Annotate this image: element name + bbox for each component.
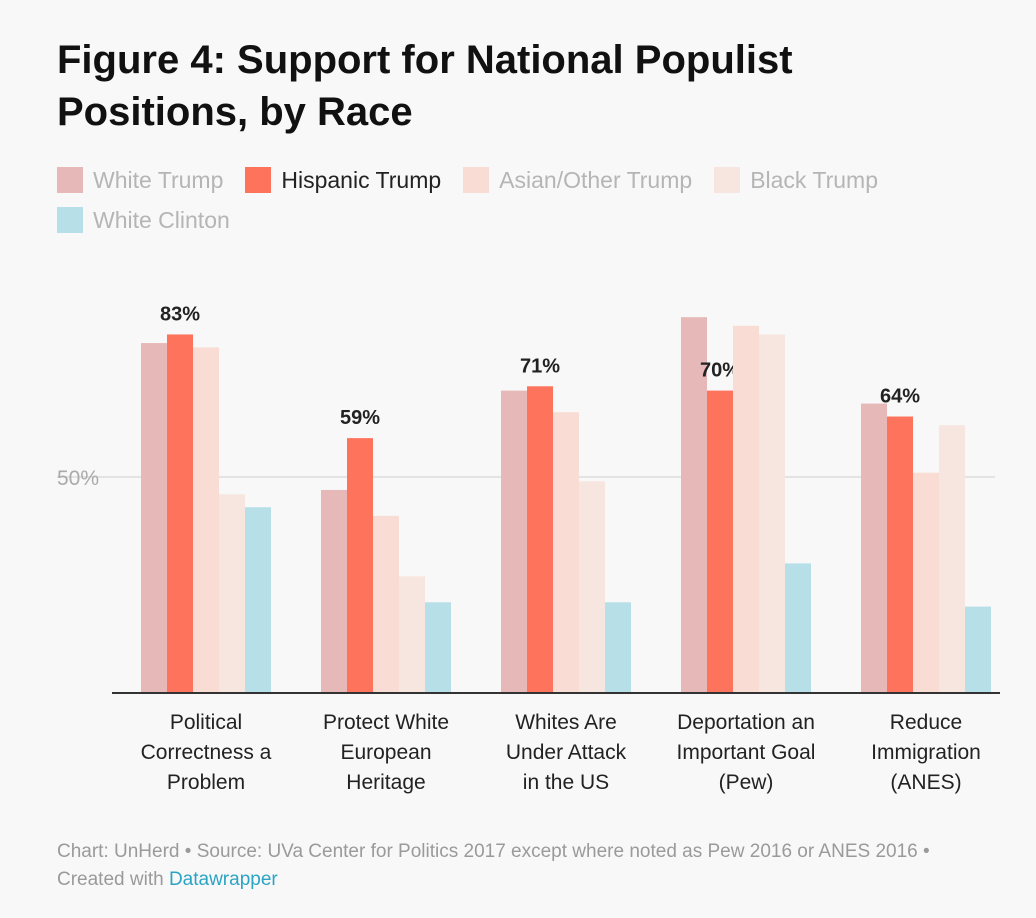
legend-label: Black Trump bbox=[750, 166, 879, 193]
bar-asian-other-trump bbox=[553, 412, 579, 693]
bar-black-trump bbox=[939, 425, 965, 693]
x-tick-label: Correctness a bbox=[141, 741, 272, 764]
legend-label: Hispanic Trump bbox=[281, 166, 442, 193]
bar-white-clinton bbox=[785, 563, 811, 693]
bar-hispanic-trump bbox=[167, 334, 193, 693]
datawrapper-link[interactable]: Datawrapper bbox=[168, 869, 278, 890]
data-label: 71% bbox=[520, 355, 560, 377]
legend-item: Asian/Other Trump bbox=[463, 160, 692, 200]
x-tick-label: Important Goal bbox=[677, 741, 816, 764]
legend-item: Hispanic Trump bbox=[245, 160, 441, 200]
bar-asian-other-trump bbox=[193, 347, 219, 693]
x-tick-label: Whites Are bbox=[515, 711, 617, 734]
data-label: 70% bbox=[700, 360, 740, 382]
legend-label: White Trump bbox=[93, 166, 224, 193]
data-label: 59% bbox=[340, 407, 380, 429]
legend-item: White Clinton bbox=[57, 200, 230, 240]
bar-black-trump bbox=[759, 334, 785, 693]
legend-swatch bbox=[463, 167, 490, 193]
x-tick-label: Immigration bbox=[871, 741, 981, 764]
x-tick-label: Heritage bbox=[346, 771, 425, 794]
footer-source: Chart: UnHerd • Source: UVa Center for P… bbox=[57, 841, 930, 890]
legend-swatch bbox=[714, 167, 741, 193]
bar-white-trump bbox=[681, 317, 707, 693]
bar-white-clinton bbox=[425, 602, 451, 693]
bar-hispanic-trump bbox=[887, 416, 913, 693]
legend-swatch bbox=[245, 167, 272, 193]
chart-title: Figure 4: Support for National Populist … bbox=[57, 38, 793, 134]
x-tick-label: Political bbox=[170, 711, 242, 734]
bar-white-clinton bbox=[965, 606, 991, 693]
legend-item: White Trump bbox=[57, 160, 223, 200]
legend-label: White Clinton bbox=[93, 206, 230, 233]
bar-hispanic-trump bbox=[347, 438, 373, 693]
data-label: 83% bbox=[160, 303, 200, 325]
bar-hispanic-trump bbox=[527, 386, 553, 693]
x-tick-label: Problem bbox=[167, 771, 245, 794]
legend-swatch bbox=[57, 207, 83, 233]
data-label: 64% bbox=[880, 386, 920, 408]
bar-asian-other-trump bbox=[913, 472, 939, 693]
bar-white-trump bbox=[501, 390, 527, 693]
bar-asian-other-trump bbox=[373, 515, 399, 693]
bar-white-trump bbox=[861, 403, 887, 693]
bar-white-trump bbox=[141, 343, 167, 693]
legend-swatch bbox=[57, 167, 83, 193]
x-tick-label: in the US bbox=[523, 771, 609, 794]
x-tick-label: (ANES) bbox=[890, 771, 961, 794]
bar-white-clinton bbox=[605, 602, 631, 693]
x-tick-label: Protect White bbox=[323, 711, 449, 734]
bar-black-trump bbox=[399, 576, 425, 693]
bar-black-trump bbox=[219, 494, 245, 693]
bar-white-clinton bbox=[245, 507, 271, 693]
footer: Chart: UnHerd • Source: UVa Center for P… bbox=[57, 838, 997, 894]
x-tick-label: Under Attack bbox=[506, 741, 627, 764]
bar-hispanic-trump bbox=[707, 390, 733, 693]
x-tick-label: Deportation an bbox=[677, 711, 815, 734]
legend-item: Black Trump bbox=[714, 160, 878, 200]
x-tick-label: (Pew) bbox=[719, 771, 774, 794]
x-tick-label: European bbox=[340, 741, 431, 764]
x-tick-label: Reduce bbox=[890, 711, 962, 734]
legend: White Trump Hispanic Trump Asian/Other Tru… bbox=[57, 160, 977, 240]
bar-asian-other-trump bbox=[733, 325, 759, 693]
legend-label: Asian/Other Trump bbox=[499, 166, 693, 193]
y-tick-label: 50% bbox=[57, 467, 99, 490]
bar-black-trump bbox=[579, 481, 605, 693]
bar-white-trump bbox=[321, 489, 347, 693]
